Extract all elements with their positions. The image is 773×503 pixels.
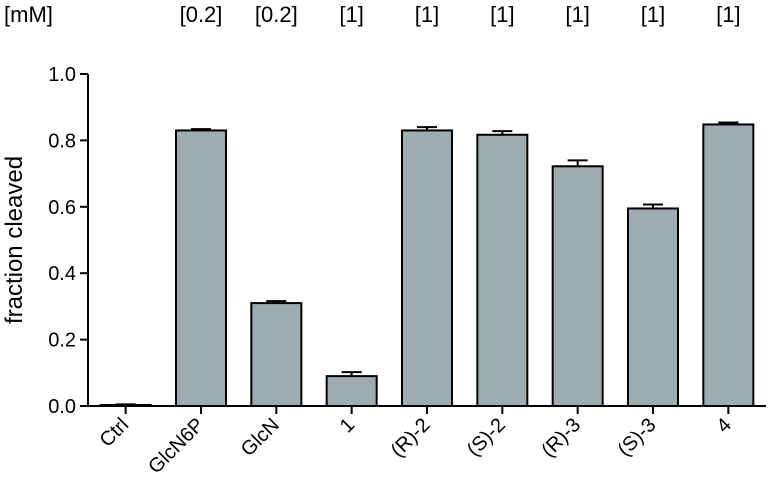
bar (627, 207, 679, 407)
bar (325, 375, 378, 407)
concentration-label: [1] (641, 2, 665, 27)
y-tick-label: 0.4 (48, 263, 76, 285)
x-category-label: 4 (712, 414, 735, 437)
y-tick-label: 0.6 (48, 197, 76, 219)
concentration-label: [1] (415, 2, 439, 27)
x-category-label: GlcN6P (144, 414, 208, 478)
concentration-label: [1] (339, 2, 363, 27)
concentration-unit-label: [mM] (4, 2, 53, 27)
x-category-label: (R)-3 (537, 414, 585, 462)
x-category-label: 1 (336, 414, 359, 437)
bar (476, 133, 529, 407)
concentration-row: [0.2] [0.2] [1] [1] [1] [1] [1] [1] (180, 2, 741, 27)
bar (702, 123, 755, 408)
concentration-label: [0.2] (255, 2, 298, 27)
bar (250, 302, 303, 407)
x-axis: Ctrl GlcN6P GlcN 1 (R)-2 (S)-2 (R)-3 (S)-3 4 (88, 405, 766, 478)
y-tick-label: 0.8 (48, 130, 76, 152)
y-tick-label: 0.0 (48, 396, 76, 418)
y-tick-label: 0.2 (48, 330, 76, 352)
x-category-label: (S)-3 (614, 414, 661, 461)
concentration-label: [1] (565, 2, 589, 27)
bar (401, 129, 453, 407)
x-category-label: GlcN (237, 414, 284, 461)
bar (551, 165, 604, 407)
concentration-label: [0.2] (180, 2, 223, 27)
x-category-label: (R)-2 (387, 414, 435, 462)
bars (99, 121, 755, 408)
y-axis-label: fraction cleaved (1, 156, 28, 324)
concentration-label: [1] (490, 2, 514, 27)
y-axis: 0.0 0.2 0.4 0.6 0.8 1.0 (48, 64, 89, 418)
x-category-label: Ctrl (96, 414, 134, 452)
x-category-label: (S)-2 (463, 414, 510, 461)
y-tick-label: 1.0 (48, 64, 76, 86)
concentration-label: [1] (716, 2, 740, 27)
bar (175, 129, 227, 407)
